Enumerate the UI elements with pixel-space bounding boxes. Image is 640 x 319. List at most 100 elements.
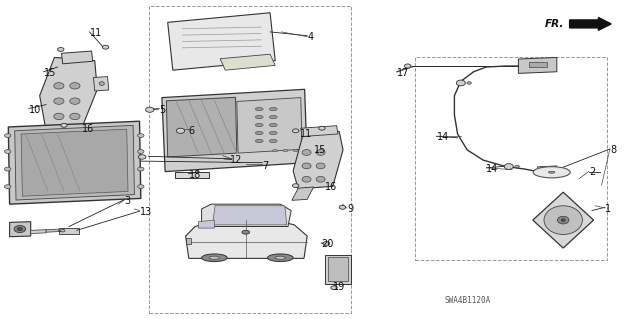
Text: SWA4B1120A: SWA4B1120A <box>445 296 491 305</box>
Text: 20: 20 <box>321 239 333 249</box>
Ellipse shape <box>269 139 277 143</box>
Ellipse shape <box>557 216 569 224</box>
Ellipse shape <box>316 150 325 155</box>
Ellipse shape <box>548 171 555 173</box>
Ellipse shape <box>60 229 65 232</box>
Text: 15: 15 <box>44 68 56 78</box>
Text: 13: 13 <box>140 207 152 217</box>
Ellipse shape <box>316 163 325 169</box>
Polygon shape <box>532 192 594 248</box>
Ellipse shape <box>14 226 26 233</box>
Bar <box>325 255 351 284</box>
Text: 17: 17 <box>397 68 409 78</box>
Ellipse shape <box>176 128 184 133</box>
Ellipse shape <box>302 163 311 169</box>
Ellipse shape <box>275 256 285 259</box>
Polygon shape <box>10 222 31 237</box>
Polygon shape <box>166 97 237 157</box>
Polygon shape <box>301 126 338 137</box>
Ellipse shape <box>138 167 144 171</box>
Ellipse shape <box>138 155 146 159</box>
Text: 1: 1 <box>605 204 611 214</box>
Bar <box>175 172 209 178</box>
Ellipse shape <box>70 98 80 104</box>
Ellipse shape <box>54 98 64 104</box>
Text: 9: 9 <box>347 204 353 214</box>
Ellipse shape <box>456 80 465 86</box>
Ellipse shape <box>58 48 64 51</box>
Ellipse shape <box>273 150 278 152</box>
Ellipse shape <box>269 108 277 111</box>
Polygon shape <box>31 230 46 234</box>
Ellipse shape <box>533 167 570 178</box>
Ellipse shape <box>138 134 144 137</box>
Ellipse shape <box>70 83 80 89</box>
Text: 7: 7 <box>262 161 269 171</box>
Text: 3: 3 <box>125 196 131 206</box>
Polygon shape <box>168 13 275 70</box>
Ellipse shape <box>293 150 298 152</box>
Ellipse shape <box>255 108 263 111</box>
Text: 8: 8 <box>610 145 616 155</box>
Polygon shape <box>46 229 59 232</box>
Ellipse shape <box>404 64 411 68</box>
Ellipse shape <box>242 230 250 234</box>
Ellipse shape <box>4 185 11 189</box>
Ellipse shape <box>146 107 154 112</box>
Ellipse shape <box>331 286 337 290</box>
Bar <box>415 57 607 260</box>
Bar <box>186 238 191 244</box>
Polygon shape <box>186 220 307 258</box>
Ellipse shape <box>255 123 263 127</box>
Polygon shape <box>518 57 557 73</box>
Ellipse shape <box>4 134 11 137</box>
Polygon shape <box>212 206 287 225</box>
Bar <box>149 6 351 313</box>
Ellipse shape <box>17 227 22 231</box>
Ellipse shape <box>323 241 330 245</box>
Ellipse shape <box>292 184 299 188</box>
Ellipse shape <box>268 254 293 262</box>
Text: FR.: FR. <box>545 19 564 29</box>
Ellipse shape <box>269 123 277 127</box>
Ellipse shape <box>515 165 520 168</box>
Ellipse shape <box>269 131 277 135</box>
Ellipse shape <box>54 113 64 120</box>
Text: 4: 4 <box>307 32 314 42</box>
Ellipse shape <box>255 139 263 143</box>
Ellipse shape <box>269 115 277 119</box>
Polygon shape <box>293 131 343 189</box>
Ellipse shape <box>319 126 325 130</box>
Text: 2: 2 <box>589 167 595 177</box>
Polygon shape <box>202 204 291 226</box>
Text: 10: 10 <box>29 105 41 115</box>
Polygon shape <box>198 220 214 228</box>
Ellipse shape <box>504 164 513 169</box>
Text: 16: 16 <box>325 182 337 192</box>
Ellipse shape <box>561 219 565 221</box>
Polygon shape <box>538 166 557 174</box>
Ellipse shape <box>283 150 288 152</box>
Text: 19: 19 <box>333 282 345 292</box>
Polygon shape <box>40 130 63 146</box>
Ellipse shape <box>54 83 64 89</box>
Text: 14: 14 <box>436 132 449 142</box>
Text: 11: 11 <box>90 28 102 39</box>
Text: 12: 12 <box>230 155 243 165</box>
Ellipse shape <box>302 150 311 155</box>
Polygon shape <box>292 187 314 200</box>
Ellipse shape <box>467 82 471 84</box>
FancyArrow shape <box>570 18 611 30</box>
Ellipse shape <box>339 205 346 209</box>
Text: 6: 6 <box>189 126 195 136</box>
Text: 14: 14 <box>486 164 499 174</box>
Polygon shape <box>162 89 307 172</box>
Polygon shape <box>61 51 93 64</box>
Text: 5: 5 <box>159 105 165 115</box>
Bar <box>529 62 547 67</box>
Ellipse shape <box>138 150 144 153</box>
Ellipse shape <box>4 150 11 153</box>
Polygon shape <box>40 57 97 131</box>
Ellipse shape <box>102 45 109 49</box>
Ellipse shape <box>255 131 263 135</box>
